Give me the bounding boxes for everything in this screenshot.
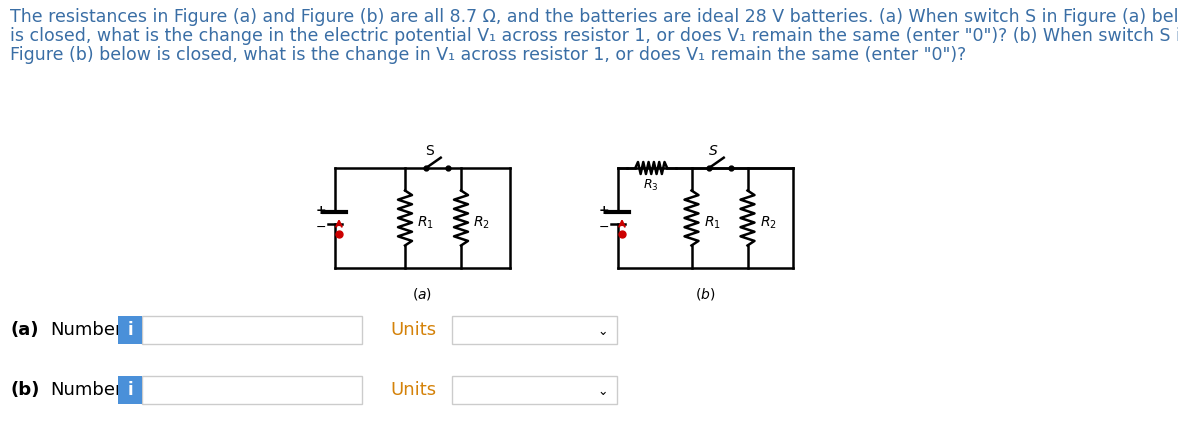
Text: −: −	[316, 221, 326, 234]
Text: Units: Units	[390, 321, 436, 339]
Text: is closed, what is the change in the electric potential V₁ across resistor 1, or: is closed, what is the change in the ele…	[9, 27, 1178, 45]
Bar	[452, 376, 617, 404]
Text: $R_3$: $R_3$	[643, 178, 659, 193]
Bar	[118, 376, 143, 404]
Text: S: S	[709, 144, 717, 158]
Text: Number: Number	[49, 321, 123, 339]
Text: Figure (b) below is closed, what is the change in V₁ across resistor 1, or does : Figure (b) below is closed, what is the …	[9, 46, 966, 64]
Text: −: −	[598, 221, 609, 234]
Text: ⌄: ⌄	[597, 385, 608, 398]
Text: +: +	[316, 204, 326, 217]
Text: (b): (b)	[9, 381, 39, 399]
Text: S: S	[425, 144, 435, 158]
Text: ⌄: ⌄	[597, 324, 608, 337]
Text: $(b)$: $(b)$	[695, 286, 716, 302]
Text: (a): (a)	[9, 321, 39, 339]
Text: +: +	[598, 204, 609, 217]
Text: Units: Units	[390, 381, 436, 399]
Bar	[118, 316, 143, 344]
Text: i: i	[127, 321, 133, 339]
Text: The resistances in Figure (a) and Figure (b) are all 8.7 Ω, and the batteries ar: The resistances in Figure (a) and Figure…	[9, 8, 1178, 26]
Text: $(a)$: $(a)$	[412, 286, 432, 302]
Text: $R_2$: $R_2$	[760, 215, 776, 231]
Text: i: i	[127, 381, 133, 399]
Text: Number: Number	[49, 381, 123, 399]
Bar	[452, 316, 617, 344]
Bar	[143, 316, 362, 344]
Text: $R_2$: $R_2$	[474, 215, 490, 231]
Text: $R_1$: $R_1$	[703, 215, 721, 231]
Bar	[143, 376, 362, 404]
Text: $R_1$: $R_1$	[417, 215, 434, 231]
